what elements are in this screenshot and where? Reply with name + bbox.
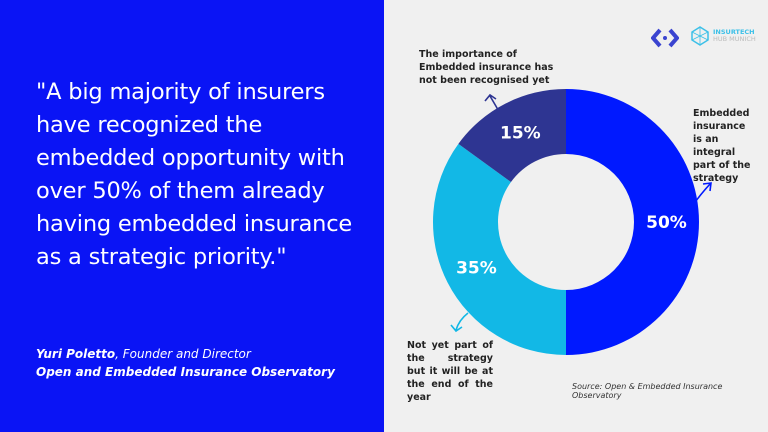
donut-slice-35 <box>432 143 566 355</box>
donut-slice-15 <box>458 89 566 183</box>
quote-panel: "A big majority of insurers have recogni… <box>0 0 384 432</box>
observatory-logo-icon <box>651 28 679 48</box>
source-note: Source: Open & Embedded Insurance Observ… <box>572 382 723 400</box>
slice-label-15: 15% <box>500 123 541 143</box>
quote-text: "A big majority of insurers have recogni… <box>36 79 353 270</box>
author-org: Open and Embedded Insurance Observatory <box>36 365 335 379</box>
insurtech-text: INSURTECH <box>713 28 755 36</box>
label-35: Not yet part of the strategy but it will… <box>407 340 493 403</box>
label-50: Embedded insurance is an integral part o… <box>693 108 751 184</box>
insurtech-hub-logo: INSURTECH HUB MUNICH <box>690 26 756 46</box>
arrow-15-icon <box>484 93 503 118</box>
arrow-50-icon <box>692 182 712 206</box>
author-role: , Founder and Director <box>115 347 251 361</box>
author-name: Yuri Poletto <box>36 347 116 361</box>
slice-label-50: 50% <box>646 213 687 233</box>
arrow-35-icon <box>450 312 469 333</box>
hub-munich-text: HUB MUNICH <box>713 35 756 43</box>
insurtech-hub-icon <box>691 26 709 46</box>
label-15: The importance of Embedded insurance has… <box>419 49 554 86</box>
donut-slice-50 <box>566 89 699 355</box>
author-credit: Yuri Poletto, Founder and Director Open … <box>36 345 335 381</box>
slice-label-35: 35% <box>456 259 497 279</box>
